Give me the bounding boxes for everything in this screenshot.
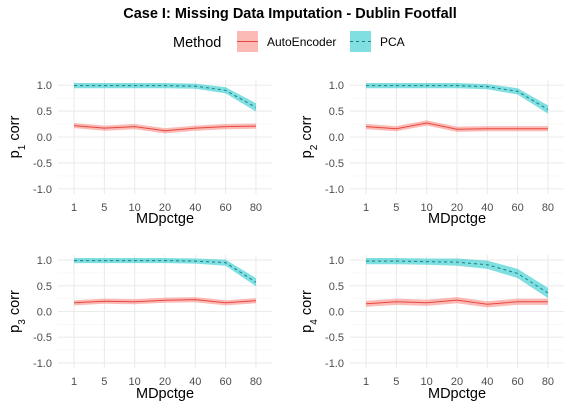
y-tick-label: 0.0 (37, 132, 52, 144)
y-axis-label: p4 corr (299, 290, 320, 333)
y-axis-label-main: p (7, 150, 23, 158)
y-tick-label: 0.5 (37, 106, 52, 118)
legend-title: Method (173, 35, 221, 51)
y-axis-label-tail: corr (7, 290, 23, 319)
y-axis-label-main: p (299, 150, 315, 158)
y-tick-label: 1.0 (329, 80, 344, 92)
x-axis-label: MDpctge (428, 386, 486, 402)
x-tick-label: 1 (71, 376, 77, 388)
x-tick-label: 10 (421, 376, 433, 388)
panel-p3: 1.0 0.5 0.0 -0.5 -1.0 1 5 10 20 40 60 80 MDpctge p3 c… (7, 255, 272, 402)
x-tick-label: 60 (220, 376, 232, 388)
figure-title: Case I: Missing Data Imputation - Dublin… (123, 6, 457, 22)
y-tick-label: 0.0 (329, 132, 344, 144)
x-tick-label: 20 (159, 376, 171, 388)
series-autoencoder (365, 120, 549, 132)
y-axis-label: p1 corr (7, 116, 28, 159)
series-autoencoder (365, 297, 549, 308)
x-tick-label: 80 (250, 202, 262, 214)
x-axis-label: MDpctge (428, 211, 486, 227)
y-axis-label-subscript: 3 (17, 319, 28, 325)
y-tick-label: -0.5 (325, 332, 344, 344)
x-tick-label: 60 (512, 376, 524, 388)
x-axis-label: MDpctge (136, 211, 194, 227)
x-tick-label: 80 (542, 376, 554, 388)
confidence-band-autoencoder (366, 297, 548, 308)
x-tick-label: 1 (363, 376, 369, 388)
series-pca (73, 83, 257, 112)
x-tick-label: 10 (129, 376, 141, 388)
series-autoencoder (73, 297, 257, 306)
y-axis-label-tail: corr (299, 290, 315, 319)
legend-label-autoencoder: AutoEncoder (267, 35, 336, 49)
y-axis-label-tail: corr (299, 116, 315, 145)
x-tick-label: 5 (393, 376, 399, 388)
x-tick-label: 10 (421, 202, 433, 214)
y-tick-label: -0.5 (33, 158, 52, 170)
x-tick-label: 80 (542, 202, 554, 214)
y-axis-label: p2 corr (299, 116, 320, 159)
confidence-band-pca (366, 258, 548, 299)
x-tick-label: 1 (71, 202, 77, 214)
x-tick-label: 80 (250, 376, 262, 388)
x-tick-label: 40 (189, 202, 201, 214)
y-tick-label: 1.0 (37, 80, 52, 92)
x-tick-label: 60 (512, 202, 524, 214)
panel-p2: 1.0 0.5 0.0 -0.5 -1.0 1 5 10 20 40 60 80 MDpctge p2 c… (299, 80, 564, 227)
y-axis-label-tail: corr (7, 116, 23, 145)
y-axis-label-main: p (299, 325, 315, 333)
y-tick-label: -1.0 (33, 184, 52, 196)
x-tick-label: 20 (451, 376, 463, 388)
x-tick-label: 10 (129, 202, 141, 214)
x-axis-label: MDpctge (136, 386, 194, 402)
y-tick-label: 0.0 (37, 307, 52, 319)
x-tick-label: 60 (220, 202, 232, 214)
series-autoencoder (73, 122, 257, 134)
x-tick-label: 40 (481, 376, 493, 388)
confidence-band-pca (366, 83, 548, 114)
x-tick-label: 5 (393, 202, 399, 214)
y-tick-label: 0.5 (329, 106, 344, 118)
y-tick-label: 1.0 (329, 255, 344, 267)
series-pca (365, 258, 549, 299)
x-tick-label: 20 (159, 202, 171, 214)
legend-key-pca (350, 31, 371, 52)
x-tick-label: 40 (481, 202, 493, 214)
series-pca (365, 83, 549, 114)
y-tick-label: -1.0 (325, 184, 344, 196)
x-tick-label: 40 (189, 376, 201, 388)
y-axis-label-subscript: 1 (17, 144, 28, 150)
panel-p4: 1.0 0.5 0.0 -0.5 -1.0 1 5 10 20 40 60 80 MDpctge p4 c… (299, 255, 564, 402)
y-axis-label-subscript: 2 (309, 144, 320, 150)
y-tick-label: 0.5 (37, 281, 52, 293)
x-tick-label: 1 (363, 202, 369, 214)
x-tick-label: 20 (451, 202, 463, 214)
confidence-band-autoencoder (74, 122, 256, 134)
x-tick-label: 5 (101, 376, 107, 388)
y-tick-label: -0.5 (33, 332, 52, 344)
y-tick-label: 1.0 (37, 255, 52, 267)
y-tick-label: -0.5 (325, 158, 344, 170)
legend: Method AutoEncoder PCA (173, 31, 405, 52)
y-axis-label: p3 corr (7, 290, 28, 333)
y-tick-label: 0.5 (329, 281, 344, 293)
y-tick-label: -1.0 (325, 358, 344, 370)
legend-label-pca: PCA (380, 35, 405, 49)
y-tick-label: -1.0 (33, 358, 52, 370)
x-tick-label: 5 (101, 202, 107, 214)
confidence-band-autoencoder (74, 297, 256, 306)
y-axis-label-main: p (7, 325, 23, 333)
y-axis-label-subscript: 4 (309, 319, 320, 325)
legend-entry-autoencoder: AutoEncoder (237, 31, 336, 52)
confidence-band-pca (74, 83, 256, 112)
legend-entry-pca: PCA (350, 31, 405, 52)
series-pca (73, 258, 257, 287)
y-tick-label: 0.0 (329, 307, 344, 319)
